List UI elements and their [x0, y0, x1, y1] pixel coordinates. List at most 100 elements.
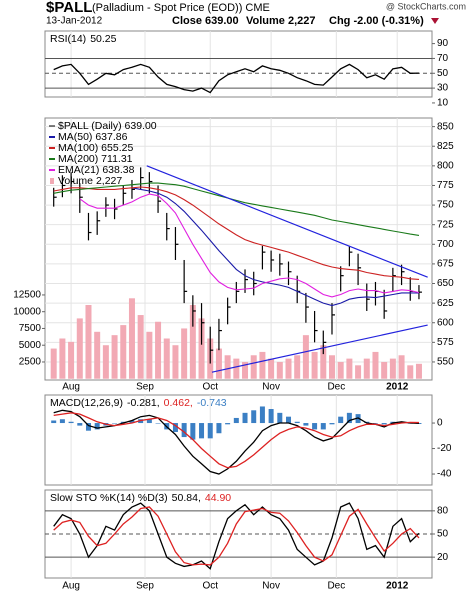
- panel-title: RSI(14): [50, 33, 86, 45]
- volume-bar: [120, 325, 127, 379]
- histogram-bar: [259, 406, 265, 424]
- trendline: [211, 324, 428, 373]
- histogram-bar: [190, 423, 196, 440]
- volume-bar: [146, 331, 153, 379]
- moving-average: [53, 186, 420, 280]
- panel-label: MACD(12,26,9) -0.281, 0.462, -0.743: [50, 397, 227, 409]
- x-tick-label: 2012: [386, 581, 409, 592]
- volume-bar: [215, 348, 222, 379]
- volume-bar: [250, 355, 257, 379]
- volume-tick-label: 7500: [19, 323, 42, 334]
- volume-bar: [285, 358, 292, 379]
- x-tick-label: Sep: [136, 382, 154, 393]
- histogram-bar: [181, 423, 187, 438]
- x-tick-label: Nov: [262, 581, 280, 592]
- legend-title: $PALL (Daily) 639.00: [58, 120, 157, 132]
- histogram-bar: [381, 423, 387, 425]
- credit: @ StockCharts.com: [386, 1, 466, 11]
- histogram-bar: [294, 421, 300, 424]
- panel-title: MACD(12,26,9): [50, 397, 123, 409]
- volume-bar: [259, 351, 266, 379]
- x-tick-label: Oct: [202, 382, 218, 393]
- volume-bar: [328, 355, 335, 379]
- y-tick-label: 825: [437, 141, 454, 152]
- x-tick-label: Nov: [262, 382, 280, 393]
- volume-bar: [181, 328, 188, 379]
- volume-bar: [372, 351, 379, 379]
- y-tick-label: 50: [437, 68, 449, 79]
- volume-tick-label: 2500: [19, 357, 42, 368]
- histogram-bar: [233, 417, 239, 424]
- histogram-bar: [68, 421, 74, 424]
- y-tick-label: 800: [437, 160, 454, 171]
- moving-average: [131, 187, 420, 307]
- histogram-bar: [268, 409, 274, 424]
- y-tick-label: 550: [437, 357, 454, 368]
- legend-entry: EMA(21) 638.38: [58, 164, 135, 176]
- histogram-bar: [242, 412, 248, 424]
- volume-bar: [311, 351, 318, 379]
- volume-bar: [320, 345, 327, 379]
- volume-bar: [94, 331, 101, 379]
- y-tick-label: 775: [437, 180, 454, 191]
- x-tick-label: Dec: [327, 581, 345, 592]
- volume-bar: [102, 345, 109, 379]
- histogram-bar: [146, 419, 152, 424]
- x-tick-label: Oct: [202, 581, 218, 592]
- histogram-bar: [225, 423, 231, 425]
- x-tick-label: 2012: [386, 382, 409, 393]
- y-tick-label: 650: [437, 278, 454, 289]
- y-tick-label: 700: [437, 239, 454, 250]
- indicator-line: [53, 502, 420, 570]
- y-tick-label: 0: [437, 418, 443, 429]
- volume-bar: [76, 318, 83, 379]
- volume-bar: [242, 361, 249, 379]
- volume-bar: [389, 358, 396, 379]
- moving-average: [79, 193, 420, 298]
- histogram-bar: [172, 423, 178, 432]
- legend-icon: [50, 178, 54, 184]
- volume-bar: [294, 355, 301, 379]
- panel-label: Slow STO %K(14) %D(3) 50.84, 44.90: [50, 492, 231, 504]
- legend-entry: MA(100) 655.25: [58, 142, 133, 154]
- histogram-bar: [286, 416, 292, 424]
- legend-value: 50.84,: [172, 492, 201, 504]
- y-tick-label: 80: [437, 505, 449, 516]
- y-tick-label: 70: [437, 53, 449, 64]
- histogram-bar: [59, 419, 65, 424]
- volume-bar: [415, 363, 422, 379]
- y-tick-label: 625: [437, 298, 454, 309]
- y-tick-label: 50: [437, 529, 449, 540]
- legend-value: -0.281,: [127, 397, 160, 409]
- volume-bar: [337, 361, 344, 379]
- x-tick-label: Sep: [136, 581, 154, 592]
- histogram-bar: [77, 423, 83, 426]
- y-tick-label: -40: [437, 469, 452, 480]
- y-tick-label: 10: [437, 98, 449, 109]
- volume-bar: [68, 341, 75, 379]
- legend-entry: MA(50) 637.86: [58, 131, 128, 143]
- histogram-bar: [155, 423, 161, 424]
- histogram-bar: [207, 423, 213, 439]
- instrument-name: (Palladium - Spot Price (EOD)) CME: [92, 2, 270, 14]
- y-tick-label: 850: [437, 121, 454, 132]
- y-tick-label: 600: [437, 317, 454, 328]
- volume-bar: [363, 358, 370, 379]
- histogram-bar: [329, 423, 335, 425]
- indicator-line: [53, 412, 420, 469]
- histogram-bar: [277, 412, 283, 424]
- histogram-bar: [303, 423, 309, 426]
- histogram-bar: [346, 412, 352, 424]
- panel: [44, 394, 433, 486]
- x-tick-label: Aug: [62, 382, 80, 393]
- volume-bar: [111, 335, 118, 379]
- close: Close 639.00: [172, 15, 239, 27]
- panel: [44, 30, 433, 98]
- volume-bar: [59, 338, 66, 379]
- legend-value: 44.90: [205, 492, 231, 504]
- symbol: $PALL: [46, 0, 92, 16]
- volume-bar: [233, 358, 240, 379]
- volume-bar: [302, 335, 309, 379]
- y-tick-label: 90: [437, 38, 449, 49]
